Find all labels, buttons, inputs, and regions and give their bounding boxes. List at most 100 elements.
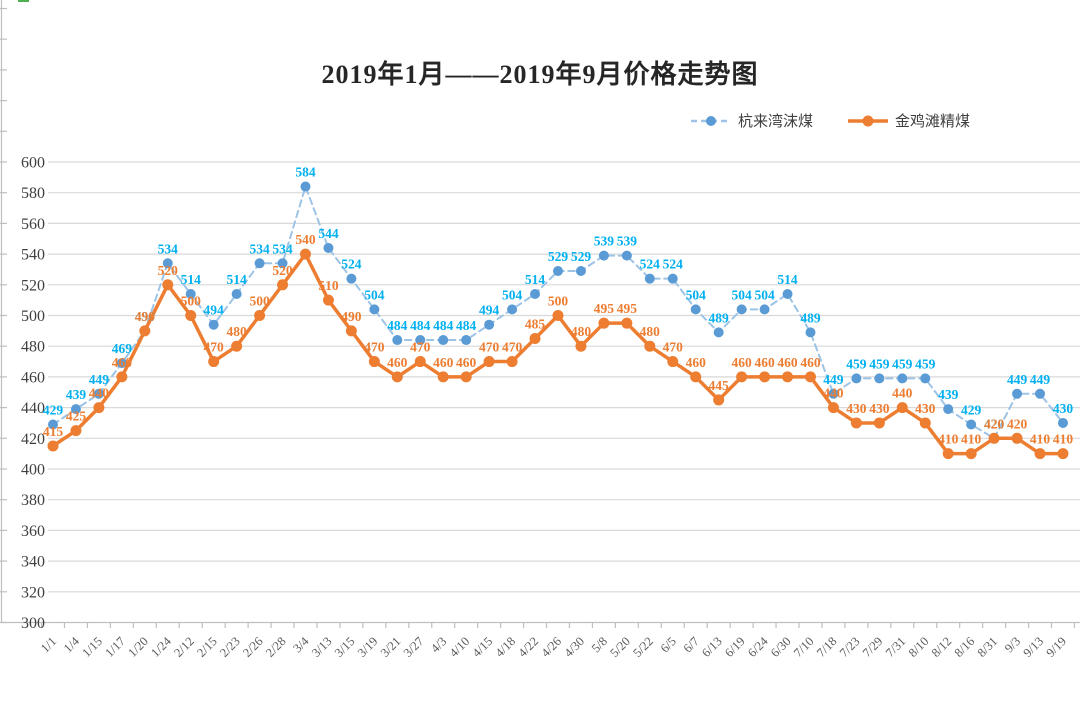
data-point-marker bbox=[277, 258, 288, 269]
data-point-marker bbox=[966, 419, 977, 430]
data-point-marker bbox=[1012, 388, 1023, 399]
data-label: 514 bbox=[227, 272, 248, 287]
x-axis-label: 4/30 bbox=[561, 634, 587, 660]
x-axis-label: 3/4 bbox=[290, 634, 312, 656]
data-label: 470 bbox=[663, 340, 684, 355]
data-point-marker bbox=[621, 317, 633, 329]
data-point-marker bbox=[392, 335, 403, 346]
data-label: 429 bbox=[961, 402, 982, 417]
data-label: 445 bbox=[709, 378, 730, 393]
data-label: 534 bbox=[272, 241, 293, 256]
data-label: 470 bbox=[410, 340, 431, 355]
data-label: 440 bbox=[892, 386, 913, 401]
data-point-marker bbox=[621, 250, 632, 261]
data-point-marker bbox=[759, 304, 770, 315]
x-axis-label: 4/15 bbox=[470, 634, 496, 660]
x-axis-label: 8/12 bbox=[929, 634, 955, 660]
data-label: 510 bbox=[318, 278, 339, 293]
x-axis-label: 6/5 bbox=[658, 634, 679, 655]
data-point-marker bbox=[644, 273, 655, 284]
data-point-marker bbox=[1011, 432, 1023, 444]
data-point-marker bbox=[690, 304, 701, 315]
x-axis-label: 8/10 bbox=[906, 634, 932, 660]
y-axis-label: 520 bbox=[21, 277, 45, 294]
data-label: 534 bbox=[158, 241, 179, 256]
y-axis-label: 500 bbox=[21, 308, 45, 325]
data-point-marker bbox=[575, 340, 587, 352]
data-label: 495 bbox=[617, 301, 638, 316]
data-label: 470 bbox=[364, 340, 385, 355]
data-label: 425 bbox=[66, 409, 87, 424]
data-point-marker bbox=[299, 248, 311, 260]
x-axis-label: 1/4 bbox=[61, 634, 83, 656]
data-label: 480 bbox=[640, 324, 661, 339]
data-label: 480 bbox=[571, 324, 592, 339]
data-label: 420 bbox=[984, 416, 1005, 431]
y-axis-label: 440 bbox=[21, 400, 45, 417]
x-axis-label: 7/18 bbox=[814, 634, 840, 660]
data-label: 514 bbox=[777, 272, 798, 287]
data-point-marker bbox=[507, 304, 518, 315]
data-label: 460 bbox=[800, 355, 821, 370]
data-point-marker bbox=[920, 373, 931, 384]
x-axis-label: 4/18 bbox=[493, 634, 519, 660]
x-axis-label: 5/22 bbox=[630, 634, 656, 660]
x-axis-label: 5/20 bbox=[607, 634, 633, 660]
data-label: 440 bbox=[823, 386, 844, 401]
x-axis-label: 3/19 bbox=[355, 634, 381, 660]
x-axis-label: 6/13 bbox=[699, 634, 725, 660]
data-label: 504 bbox=[754, 287, 775, 302]
data-label: 460 bbox=[456, 355, 477, 370]
x-axis-label: 2/26 bbox=[240, 634, 266, 660]
data-point-marker bbox=[1035, 388, 1046, 399]
data-point-marker bbox=[254, 258, 265, 269]
data-label: 470 bbox=[204, 340, 225, 355]
x-axis-label: 1/15 bbox=[79, 634, 105, 660]
data-label: 584 bbox=[295, 165, 316, 180]
data-label: 410 bbox=[1030, 432, 1051, 447]
data-point-marker bbox=[93, 402, 105, 414]
data-point-marker bbox=[552, 310, 564, 321]
x-axis-label: 9/3 bbox=[1002, 634, 1023, 655]
data-point-marker bbox=[552, 265, 563, 276]
x-axis-label: 2/15 bbox=[194, 634, 220, 660]
x-axis-label: 1/17 bbox=[102, 634, 128, 660]
y-axis-label: 300 bbox=[21, 615, 45, 632]
data-point-marker bbox=[897, 373, 908, 384]
data-point-marker bbox=[323, 242, 334, 253]
data-label: 449 bbox=[1007, 372, 1028, 387]
solid-line-marker-icon bbox=[847, 115, 888, 126]
data-label: 410 bbox=[938, 432, 959, 447]
data-point-marker bbox=[345, 325, 357, 337]
data-point-marker bbox=[185, 289, 196, 300]
data-point-marker bbox=[93, 388, 104, 399]
data-point-marker bbox=[47, 440, 59, 452]
data-label: 440 bbox=[89, 386, 110, 401]
legend-item-hanglaiwan: 杭来湾沫煤 bbox=[690, 110, 813, 131]
data-point-marker bbox=[667, 356, 679, 368]
data-point-marker bbox=[185, 310, 197, 321]
data-point-marker bbox=[116, 358, 127, 369]
data-point-marker bbox=[667, 273, 678, 284]
x-axis-label: 9/13 bbox=[1021, 634, 1047, 660]
data-point-marker bbox=[322, 294, 334, 306]
data-label: 529 bbox=[548, 249, 569, 264]
x-axis-label: 4/3 bbox=[428, 634, 449, 655]
data-label: 539 bbox=[617, 234, 638, 249]
data-point-marker bbox=[368, 356, 380, 368]
data-point-marker bbox=[437, 371, 449, 383]
legend-label-jinjitan: 金鸡滩精煤 bbox=[894, 114, 970, 130]
y-axis-label: 600 bbox=[21, 155, 45, 172]
data-label: 500 bbox=[249, 294, 270, 309]
y-axis-label: 580 bbox=[21, 185, 45, 202]
data-label: 420 bbox=[1007, 416, 1028, 431]
data-point-marker bbox=[162, 279, 174, 291]
data-label: 500 bbox=[181, 294, 202, 309]
x-axis-label: 4/22 bbox=[516, 634, 542, 660]
x-axis-label: 3/21 bbox=[378, 634, 404, 660]
data-point-marker bbox=[896, 402, 908, 414]
data-point-marker bbox=[415, 335, 426, 346]
data-point-marker bbox=[139, 325, 151, 337]
x-axis-label: 4/10 bbox=[447, 634, 473, 660]
